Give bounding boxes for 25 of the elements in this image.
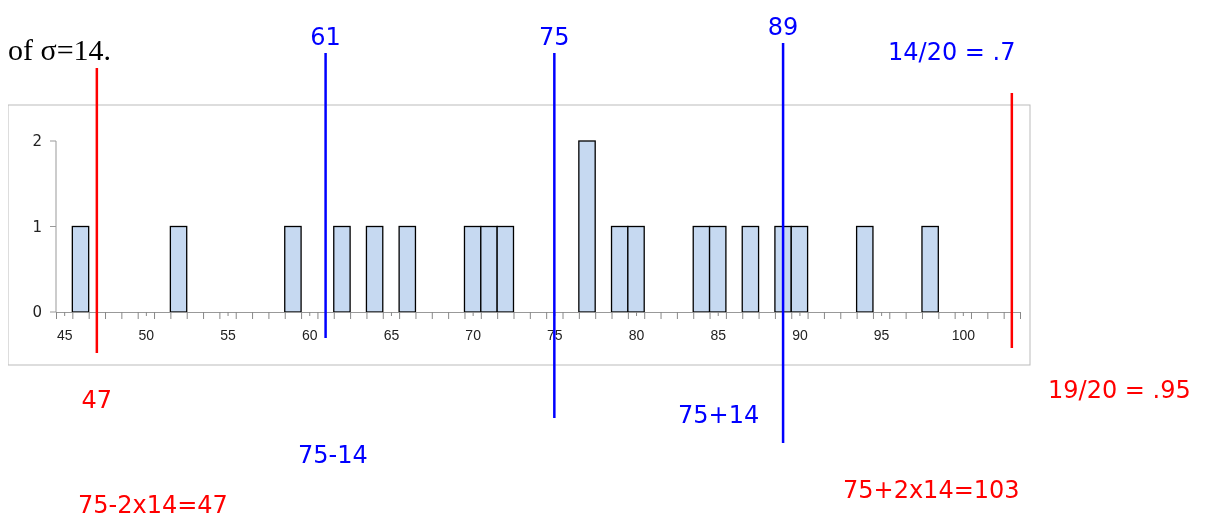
y-tick-label: 2 [32,132,42,150]
text: 14/20 = .7 [888,38,1016,66]
ref-line-label: 61 [310,23,341,51]
text: 75+2x14=103 [843,476,1020,504]
x-tick-label: 90 [792,326,808,343]
text: 19/20 = .95 [1048,376,1191,404]
x-tick-label: 50 [138,326,155,343]
ref-line-label: 89 [767,13,799,41]
x-tick-label: 95 [873,326,890,343]
text: 75-14 [298,441,368,469]
text: of σ=14. [8,33,112,66]
x-tick-label: 45 [56,326,73,343]
x-tick-label: 80 [628,326,645,343]
x-tick-label: 70 [465,326,482,343]
x-tick-label: 65 [383,326,400,343]
text: 75-2x14=47 [78,491,228,519]
text: 75+14 [678,401,760,429]
x-tick-label: 85 [710,326,727,343]
y-tick-label: 0 [32,303,42,321]
text: 47 [81,386,113,414]
y-tick-label: 1 [32,217,42,236]
x-tick-label: 100 [951,326,976,343]
ref-line-label: 75 [539,23,570,51]
x-tick-label: 60 [301,326,318,343]
x-tick-label: 55 [220,326,237,343]
